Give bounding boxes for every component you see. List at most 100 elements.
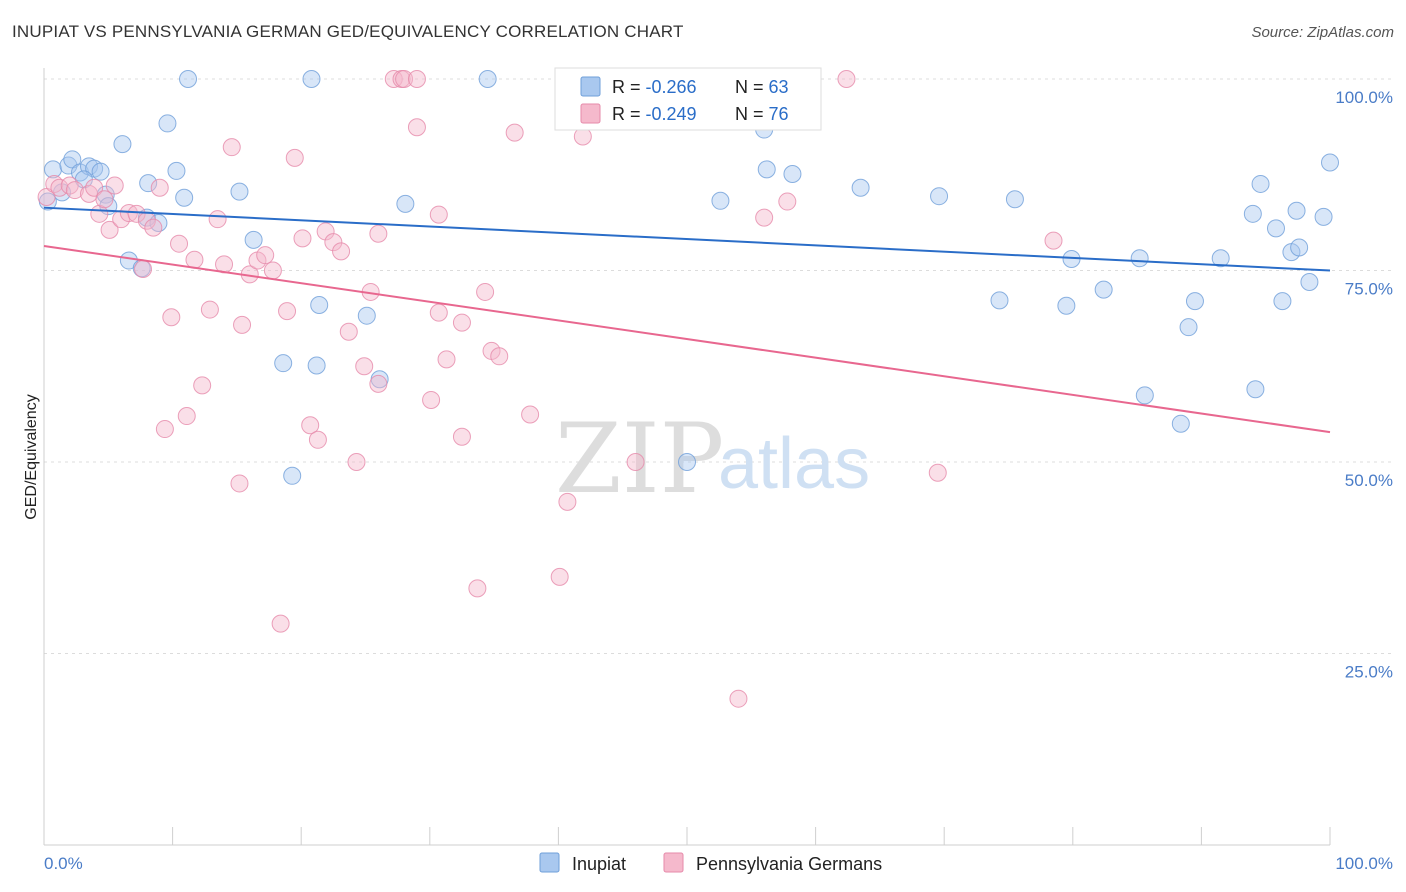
data-point	[384, 70, 403, 88]
data-point	[1290, 238, 1309, 257]
data-point	[1246, 380, 1265, 399]
data-point	[468, 579, 487, 598]
data-point	[274, 354, 293, 373]
data-point	[1005, 190, 1024, 209]
data-point	[437, 350, 456, 369]
data-point	[158, 114, 177, 133]
data-point	[310, 295, 329, 314]
data-point	[1321, 153, 1339, 172]
y-axis-title: GED/Equivalency	[23, 394, 40, 519]
legend-n-label-2: N =	[735, 104, 769, 124]
bottom-legend-swatch-pennsylvania-germans	[663, 852, 684, 873]
data-point	[558, 492, 577, 511]
y-tick-label: 100.0%	[1335, 88, 1393, 107]
data-point	[422, 390, 441, 409]
data-point	[113, 135, 132, 154]
data-point	[355, 357, 374, 376]
data-point	[200, 300, 219, 319]
data-point	[1243, 204, 1262, 223]
data-point	[678, 453, 696, 471]
source-label: Source: ZipAtlas.com	[1251, 24, 1394, 41]
data-point	[521, 405, 540, 424]
data-point	[626, 453, 645, 471]
grid-lines	[44, 78, 1393, 654]
data-point	[478, 70, 497, 88]
data-point	[271, 614, 290, 633]
data-point	[1171, 414, 1190, 433]
bottom-legend-swatch-inupiat	[539, 852, 560, 873]
svg-text:R = -0.266: R = -0.266	[612, 77, 697, 97]
data-point	[244, 230, 263, 249]
data-point	[1287, 201, 1306, 220]
data-point	[357, 306, 376, 325]
data-point	[1266, 219, 1285, 238]
data-point	[179, 70, 198, 88]
data-point	[105, 176, 124, 195]
data-point	[1044, 231, 1063, 250]
series-inupiat	[38, 70, 1339, 485]
data-point	[930, 187, 949, 206]
data-point	[429, 303, 448, 322]
legend-swatch-inupiat	[580, 76, 601, 97]
data-point	[91, 162, 110, 181]
data-point	[778, 192, 797, 211]
data-point	[167, 161, 186, 180]
y-tick-label: 75.0%	[1345, 280, 1393, 299]
data-point	[407, 118, 426, 137]
data-point	[44, 160, 63, 179]
data-point	[476, 282, 495, 301]
data-point	[1057, 296, 1076, 315]
data-point	[263, 261, 282, 280]
stats-legend: R = -0.266 N = 63 R = -0.249 N = 76	[554, 67, 822, 131]
data-point	[1130, 249, 1149, 268]
legend-n-value-2: 76	[769, 104, 789, 124]
data-point	[193, 376, 212, 395]
data-point	[407, 70, 426, 88]
y-tick-label: 50.0%	[1345, 471, 1393, 490]
data-point	[100, 220, 119, 239]
legend-n-label-1: N =	[735, 77, 769, 97]
data-point	[301, 416, 320, 435]
data-point	[490, 347, 509, 366]
data-point	[278, 302, 297, 321]
data-point	[293, 229, 312, 248]
data-point	[1273, 292, 1292, 311]
y-tick-labels: 100.0% 75.0% 50.0% 25.0%	[1335, 88, 1393, 682]
svg-text:N = 63: N = 63	[735, 77, 789, 97]
data-point	[230, 474, 249, 493]
data-point	[755, 208, 774, 227]
x-tick-label-max: 100.0%	[1335, 854, 1393, 873]
legend-r-value-2: -0.249	[646, 104, 697, 124]
data-point	[1251, 174, 1270, 193]
legend-swatch-pennsylvania-germans	[580, 103, 601, 124]
data-point	[1211, 249, 1230, 268]
data-point	[230, 182, 249, 201]
data-point	[95, 190, 114, 209]
data-point	[150, 178, 169, 197]
data-point	[1314, 207, 1333, 226]
data-point	[155, 420, 174, 439]
data-point	[65, 181, 84, 200]
data-point	[222, 138, 241, 157]
data-point	[139, 174, 158, 193]
data-point	[339, 322, 358, 341]
data-point	[396, 194, 415, 213]
legend-n-value-1: 63	[769, 77, 789, 97]
y-tick-label: 25.0%	[1345, 663, 1393, 682]
svg-text:R = -0.249: R = -0.249	[612, 104, 697, 124]
data-point	[369, 374, 388, 393]
bottom-legend-label-pennsylvania-germans: Pennsylvania Germans	[696, 854, 882, 874]
data-point	[208, 210, 227, 229]
data-point	[175, 188, 194, 207]
data-point	[990, 291, 1009, 310]
data-point	[369, 224, 388, 243]
bottom-legend-label-inupiat: Inupiat	[572, 854, 626, 874]
data-point	[307, 356, 326, 375]
data-point	[1300, 272, 1319, 291]
legend-r-value-1: -0.266	[646, 77, 697, 97]
data-point	[185, 250, 204, 269]
data-point	[783, 164, 802, 183]
trend-line-inupiat	[43, 206, 1331, 272]
watermark-atlas: atlas	[718, 424, 870, 504]
